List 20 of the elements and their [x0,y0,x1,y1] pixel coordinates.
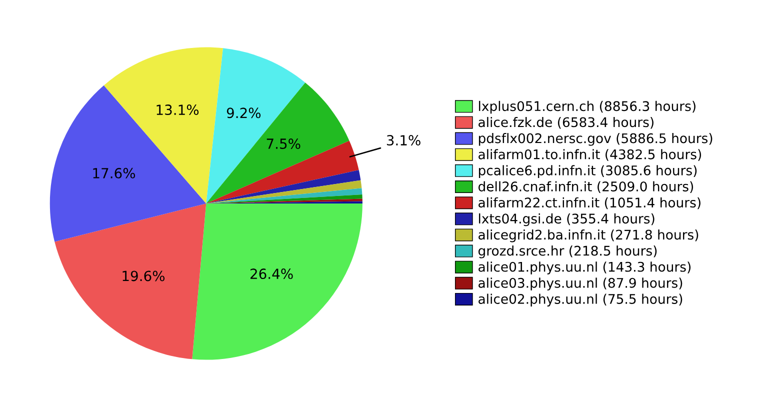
data-label: 3.1% [386,135,420,146]
legend-label: alice01.phys.uu.nl (143.3 hours) [478,262,691,274]
data-label: 7.5% [266,138,300,149]
legend-label: grozd.srce.hr (218.5 hours) [478,246,657,258]
legend-label: alicegrid2.ba.infn.it (271.8 hours) [478,229,698,242]
data-label: 19.6% [122,270,165,282]
legend-label: alifarm01.to.infn.it (4382.5 hours) [478,149,702,161]
legend-label: alice03.phys.uu.nl (87.9 hours) [478,278,682,290]
legend-label: lxts04.gsi.de (355.4 hours) [479,213,654,226]
data-label: 26.4% [250,268,293,280]
legend-label: alice02.phys.uu.nl (75.5 hours) [478,294,682,307]
legend-label: pcalice6.pd.infn.it (3085.6 hours) [478,165,697,178]
legend-label: alice.fzk.de (6583.4 hours) [478,116,654,129]
legend-label: alifarm22.ct.infn.it (1051.4 hours) [478,197,700,210]
data-label: 17.6% [93,168,136,178]
legend-label: lxplus051.cern.ch (8856.3 hours) [479,100,696,114]
legend-label: pdsflx002.nersc.gov (5886.5 hours) [478,133,712,146]
data-label: 9.2% [226,108,261,118]
data-label: 13.1% [156,104,199,116]
legend-label: dell26.cnaf.infn.it (2509.0 hours) [478,181,694,194]
